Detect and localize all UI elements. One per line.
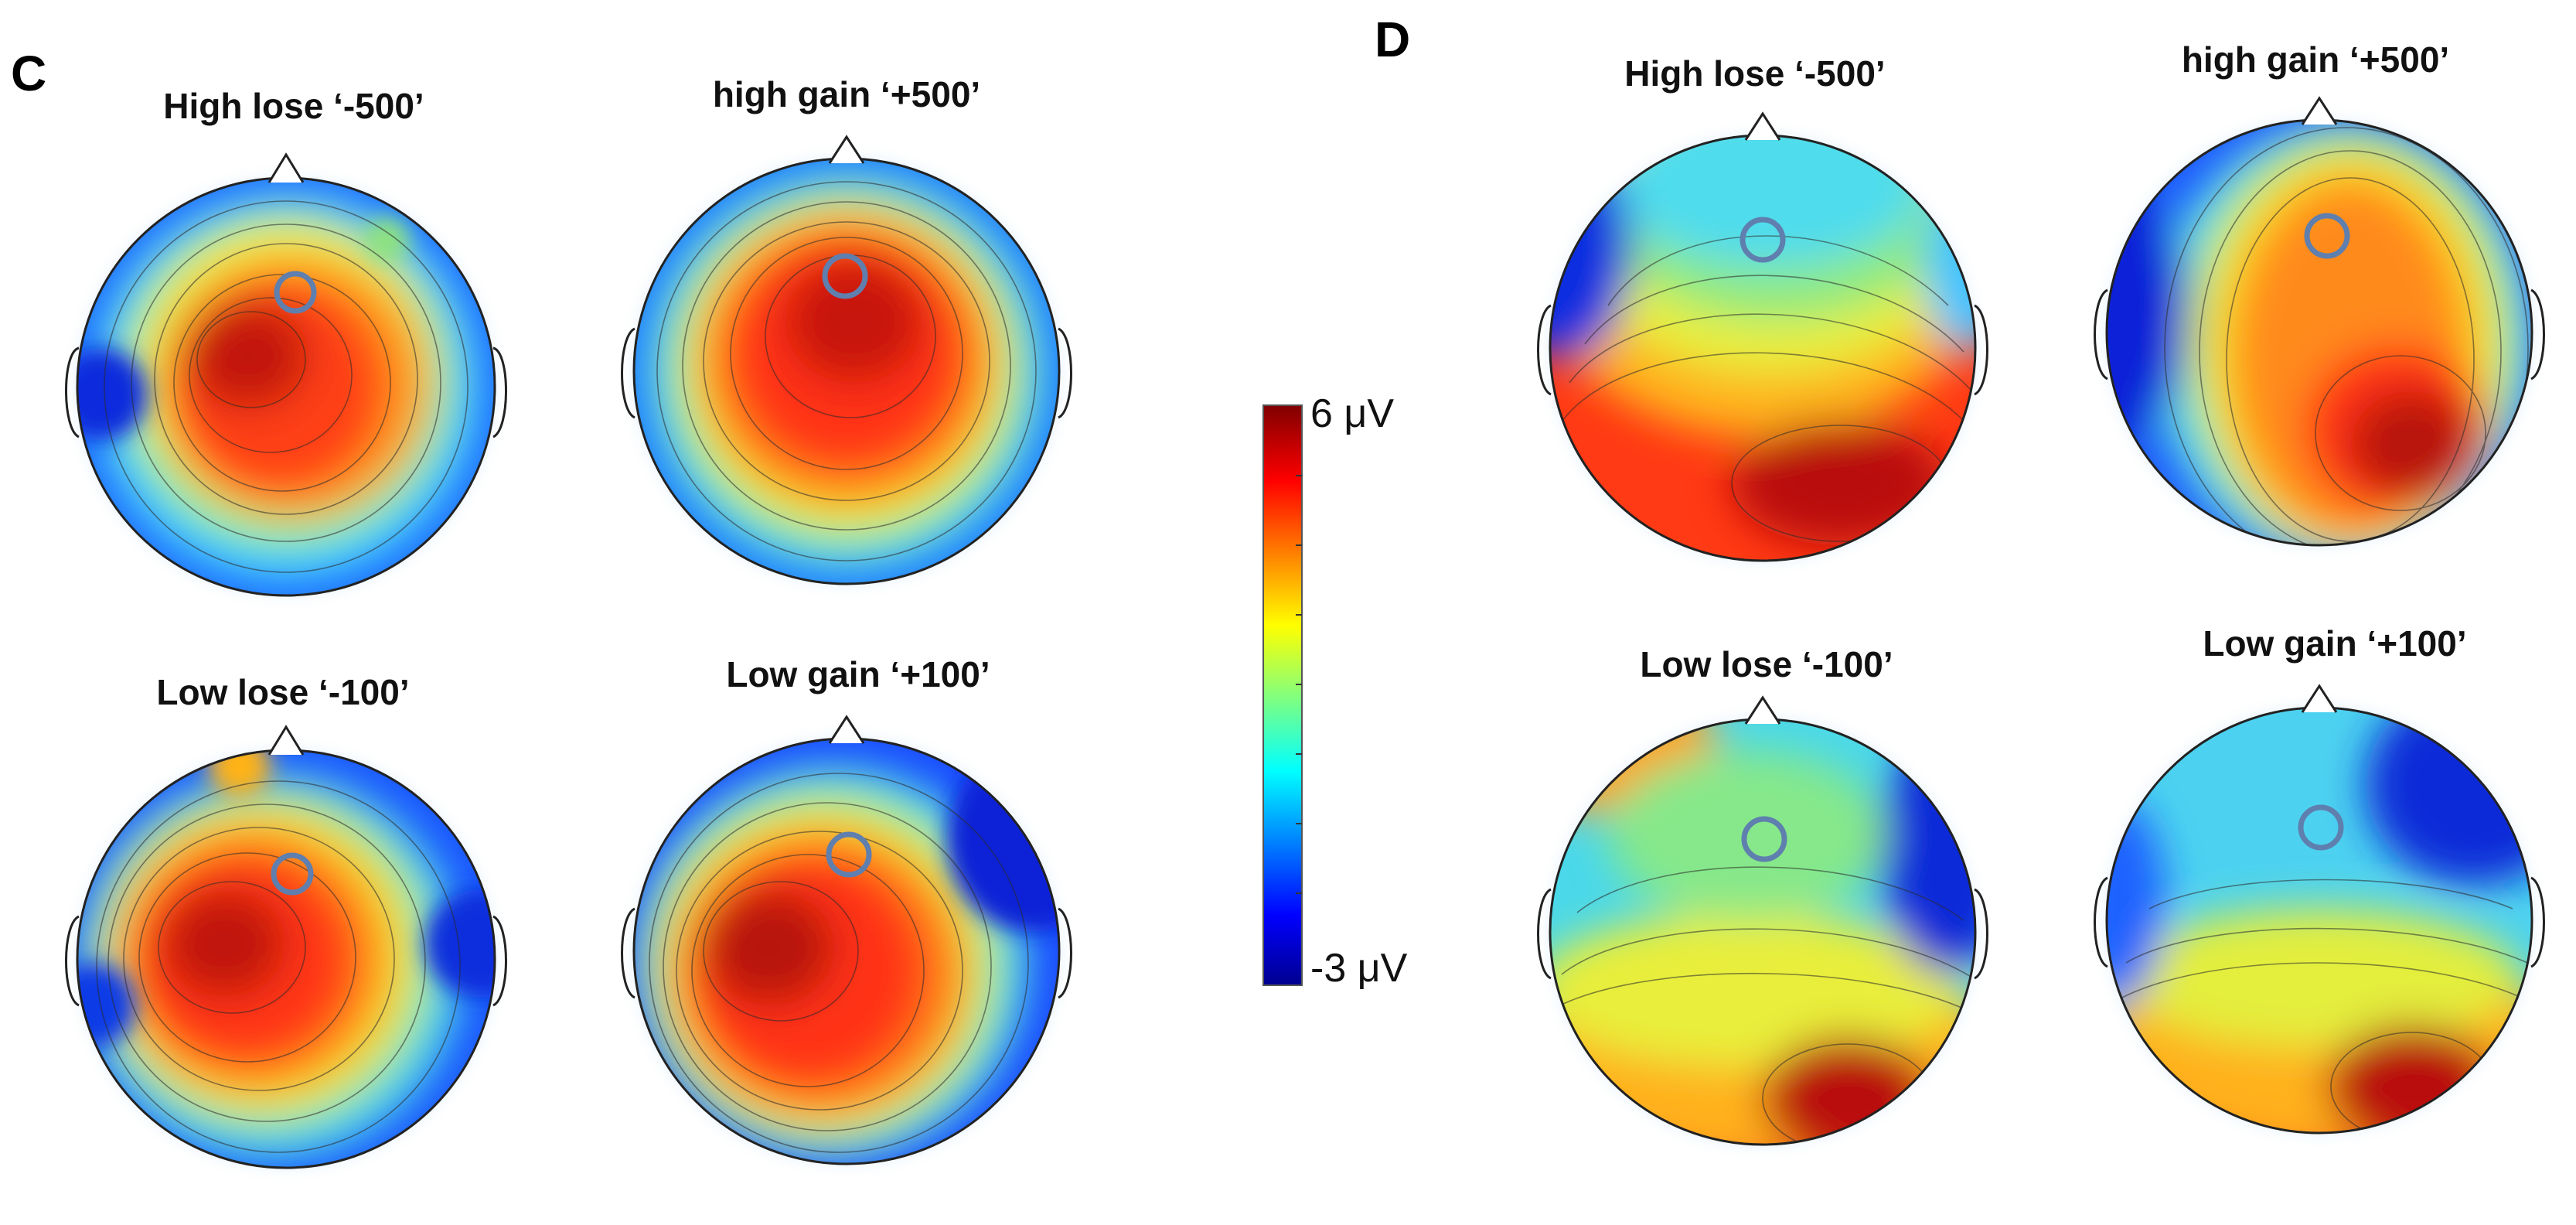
map-title-d-low-lose: Low lose ‘-100’ xyxy=(1640,644,1893,684)
fz-highlight-ring xyxy=(822,253,868,299)
nose-icon xyxy=(267,152,305,183)
map-title-c-low-gain: Low gain ‘+100’ xyxy=(726,654,990,694)
right-ear-icon xyxy=(1974,888,1988,980)
heatmap xyxy=(634,159,1059,584)
right-ear-icon xyxy=(1058,907,1072,999)
topomap-d-high-gain xyxy=(2089,96,2550,563)
right-ear-icon xyxy=(492,915,507,1007)
map-title-c-low-lose: Low lose ‘-100’ xyxy=(156,672,410,712)
nose-icon xyxy=(267,725,305,756)
right-ear-icon xyxy=(492,346,507,438)
right-ear-icon xyxy=(1974,304,1988,396)
nose-icon xyxy=(1744,111,1781,141)
colorbar xyxy=(1262,404,1303,986)
left-ear-icon xyxy=(1537,304,1552,396)
nose-icon xyxy=(2301,96,2338,125)
left-ear-icon xyxy=(621,327,635,419)
left-ear-icon xyxy=(1537,888,1552,980)
colorbar-min-label: -3 μV xyxy=(1310,946,1408,991)
nose-icon xyxy=(828,715,865,744)
left-ear-icon xyxy=(2094,876,2108,968)
heatmap xyxy=(2107,708,2532,1133)
heatmap xyxy=(634,739,1059,1164)
panel-letter-c: C xyxy=(11,46,47,101)
heatmap xyxy=(1550,719,1975,1145)
left-ear-icon xyxy=(2094,288,2108,380)
nose-icon xyxy=(828,135,865,164)
right-ear-icon xyxy=(2530,876,2545,968)
panel-letter-d: D xyxy=(1375,12,1411,67)
nose-icon xyxy=(2301,684,2338,713)
topomap-d-low-lose xyxy=(1532,695,1993,1162)
fz-highlight-ring xyxy=(1741,816,1787,862)
map-title-c-high-gain: high gain ‘+500’ xyxy=(712,74,981,114)
fz-highlight-ring xyxy=(271,852,314,896)
fz-highlight-ring xyxy=(274,271,317,314)
heatmap xyxy=(1550,135,1975,561)
map-title-c-high-lose: High lose ‘-500’ xyxy=(163,86,424,126)
topomap-c-low-lose xyxy=(60,725,512,1185)
topomap-d-high-lose xyxy=(1532,111,1993,578)
map-title-d-high-gain: high gain ‘+500’ xyxy=(2181,39,2450,80)
fz-highlight-ring xyxy=(2298,804,2344,851)
colorbar-max-label: 6 μV xyxy=(1310,391,1395,436)
fz-highlight-ring xyxy=(2304,213,2350,259)
fz-highlight-ring xyxy=(826,831,872,878)
topomap-c-low-gain xyxy=(616,715,1077,1182)
right-ear-icon xyxy=(1058,327,1072,419)
topomap-d-low-gain xyxy=(2089,684,2550,1151)
heatmap xyxy=(77,750,495,1168)
heatmap xyxy=(2107,120,2532,545)
left-ear-icon xyxy=(621,907,635,999)
heatmap xyxy=(77,178,495,595)
map-title-d-low-gain: Low gain ‘+100’ xyxy=(2203,623,2467,664)
nose-icon xyxy=(1744,695,1781,725)
map-title-d-high-lose: High lose ‘-500’ xyxy=(1624,53,1886,94)
topomap-c-high-lose xyxy=(60,152,512,612)
left-ear-icon xyxy=(65,346,80,438)
right-ear-icon xyxy=(2530,288,2545,380)
topomap-c-high-gain xyxy=(616,135,1077,602)
fz-highlight-ring xyxy=(1739,217,1786,263)
left-ear-icon xyxy=(65,915,80,1007)
